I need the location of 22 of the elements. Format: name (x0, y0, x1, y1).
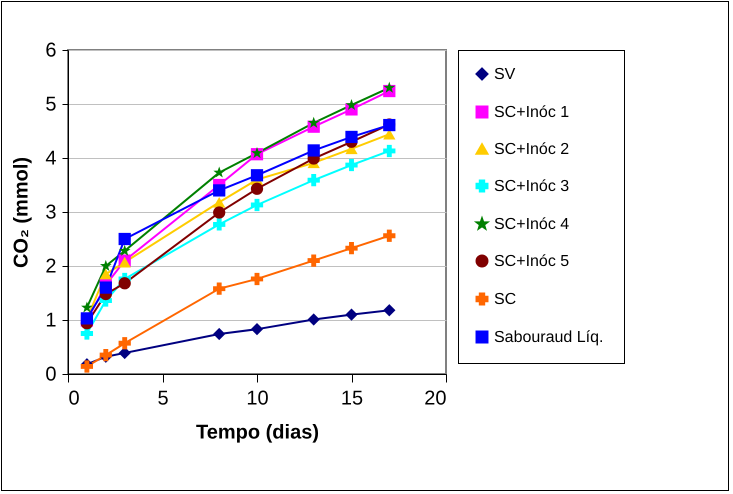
y-tick-label: 0 (45, 364, 56, 386)
x-axis-title: Tempo (dias) (196, 422, 319, 444)
legend-label: SC+Inóc 1 (494, 104, 570, 121)
legend-label: Sabouraud Líq. (494, 329, 604, 346)
legend-label: SC+Inóc 5 (494, 253, 570, 270)
legend-label: SC+Inóc 2 (494, 141, 570, 158)
legend-label: SC+Inóc 3 (494, 178, 570, 195)
y-tick-label: 4 (45, 148, 56, 170)
legend-label: SC+Inóc 4 (494, 216, 570, 233)
y-tick-label: 3 (45, 202, 56, 224)
x-tick-label: 5 (157, 388, 169, 410)
x-tick-label: 0 (68, 388, 80, 410)
legend-label: SC (494, 291, 516, 308)
y-tick-label: 5 (45, 94, 56, 116)
legend-label: SV (494, 66, 516, 83)
y-axis-title: CO₂ (mmol) (10, 156, 32, 268)
y-tick-label: 2 (45, 256, 56, 278)
y-tick-label: 6 (45, 40, 56, 62)
x-tick-label: 20 (424, 388, 446, 410)
x-tick-label: 15 (340, 388, 364, 410)
y-tick-label: 1 (45, 310, 56, 332)
x-tick-label: 10 (246, 388, 269, 410)
